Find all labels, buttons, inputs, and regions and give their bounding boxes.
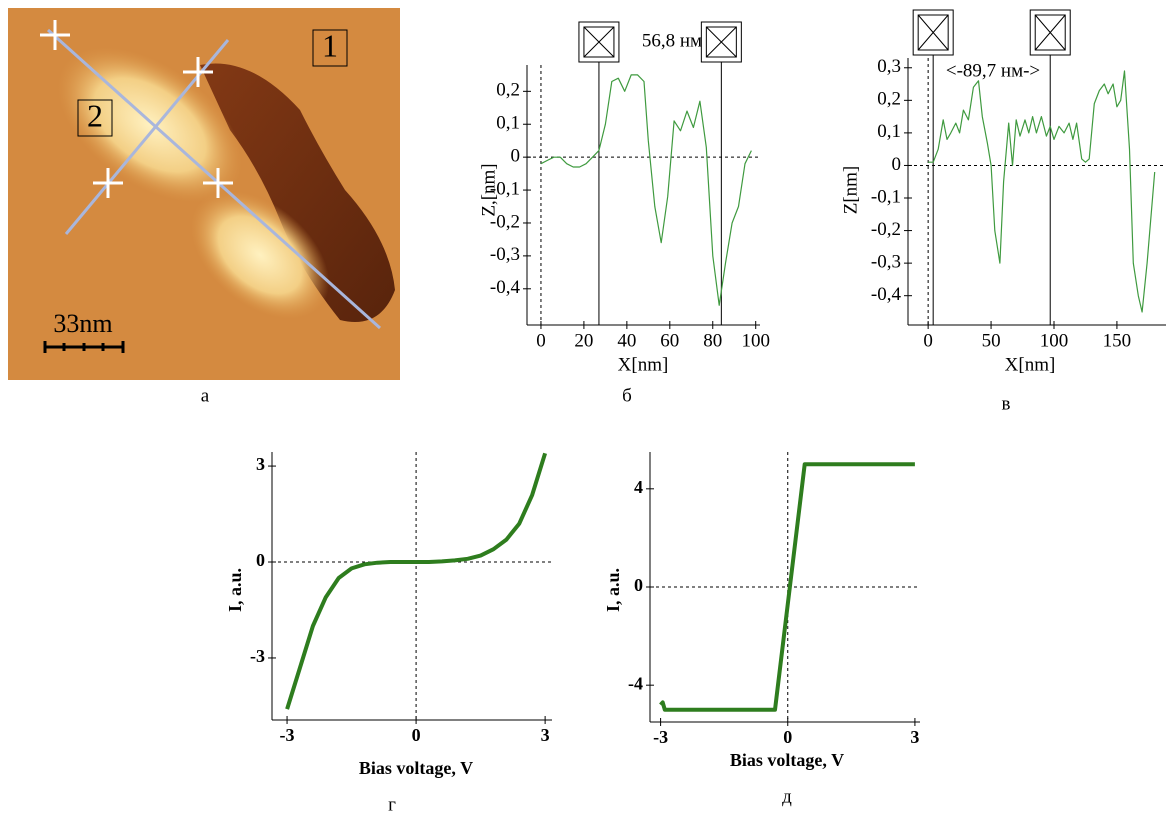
x-tick-label: 100 [741, 330, 770, 351]
caption: г [388, 794, 396, 815]
scale-bar-label: 33nm [53, 309, 112, 338]
afm-bright-region [190, 190, 330, 320]
y-tick-label: 3 [256, 454, 265, 474]
x-tick-label: 60 [660, 330, 679, 351]
y-tick-label: 0,3 [877, 56, 901, 77]
y-tick-label: -3 [250, 646, 265, 666]
y-tick-label: 0 [892, 154, 902, 175]
y-tick-label: 4 [634, 477, 643, 497]
x-tick-label: 40 [617, 330, 636, 351]
scale-bar [43, 341, 125, 353]
data-line [540, 74, 752, 306]
y-tick-label: -0,4 [871, 284, 902, 305]
annotation: 56,8 нм [642, 30, 702, 51]
x-axis-label: Bias voltage, V [730, 750, 844, 770]
label-box [312, 29, 348, 67]
profile-line [46, 28, 382, 330]
y-tick-label: 0,2 [877, 89, 901, 110]
x-tick-label: 80 [703, 330, 722, 351]
x-tick-label: 150 [1103, 330, 1132, 351]
y-axis-label: Z[nm] [840, 166, 861, 215]
x-tick-label: 20 [574, 330, 593, 351]
caption: д [782, 786, 792, 807]
marker-handle-icon [1034, 14, 1066, 51]
region-label: 1 [322, 27, 338, 63]
y-axis-label: I, a.u. [603, 568, 623, 612]
x-tick-label: 0 [783, 727, 792, 747]
x-tick-label: 0 [412, 725, 421, 745]
y-tick-label: -0,1 [490, 178, 520, 199]
x-axis-label: X[nm] [618, 354, 669, 375]
afm-image: 1 2 33nm [8, 8, 400, 380]
x-tick-label: -3 [653, 727, 668, 747]
x-tick-label: 3 [541, 725, 550, 745]
y-tick-label: 0 [634, 575, 643, 595]
y-tick-label: 0,1 [496, 113, 520, 134]
y-tick-label: -0,3 [490, 244, 520, 265]
y-tick-label: -0,1 [871, 186, 901, 207]
chart-panel: 4 0 -4 -3 0 3 I, a.u. Bias voltage, V д [603, 452, 920, 807]
y-tick-label: -0,2 [490, 211, 520, 232]
chart-panel: 0,3 0,2 0,1 0 -0,1 -0,2 -0,3 -0,4 0 50 100 150 <-89,… [840, 9, 1166, 414]
x-tick-label: 3 [910, 727, 919, 747]
y-tick-label: 0 [511, 146, 521, 167]
data-line [928, 70, 1156, 313]
cross-markers [40, 20, 233, 198]
caption: б [622, 385, 632, 406]
data-line [659, 462, 915, 712]
caption: а [201, 385, 210, 406]
y-tick-label: 0 [256, 550, 265, 570]
annotation: <-89,7 нм-> [946, 60, 1040, 81]
marker-handle-icon [705, 26, 737, 58]
chart-panel: 0,2 0,1 0 -0,1 -0,2 -0,3 -0,4 0 20 40 60 80 100 56,8 … [478, 21, 770, 406]
y-tick-label: -0,4 [490, 277, 521, 298]
afm-dark-region [200, 63, 395, 322]
y-tick-label: -4 [628, 673, 643, 693]
x-tick-label: 50 [982, 330, 1001, 351]
marker-handle-icon [917, 14, 949, 51]
x-tick-label: -3 [280, 725, 295, 745]
x-axis-label: Bias voltage, V [359, 758, 473, 778]
y-axis-label: I, a.u. [225, 568, 245, 612]
label-box [77, 99, 113, 137]
region-label: 2 [87, 97, 103, 133]
y-axis-label: Z,[nm] [478, 163, 499, 216]
chart-panel: 3 0 -3 -3 0 3 I, a.u. Bias voltage, V г [225, 452, 552, 815]
data-line [285, 452, 548, 710]
y-tick-label: -0,2 [871, 219, 901, 240]
y-tick-label: -0,3 [871, 251, 901, 272]
marker-handle-icon [583, 26, 615, 58]
x-tick-label: 100 [1040, 330, 1069, 351]
x-tick-label: 0 [536, 330, 546, 351]
x-tick-label: 0 [923, 330, 933, 351]
x-axis-label: X[nm] [1005, 354, 1056, 375]
caption: в [1002, 393, 1011, 414]
y-tick-label: 0,1 [877, 121, 901, 142]
y-tick-label: 0,2 [496, 80, 520, 101]
